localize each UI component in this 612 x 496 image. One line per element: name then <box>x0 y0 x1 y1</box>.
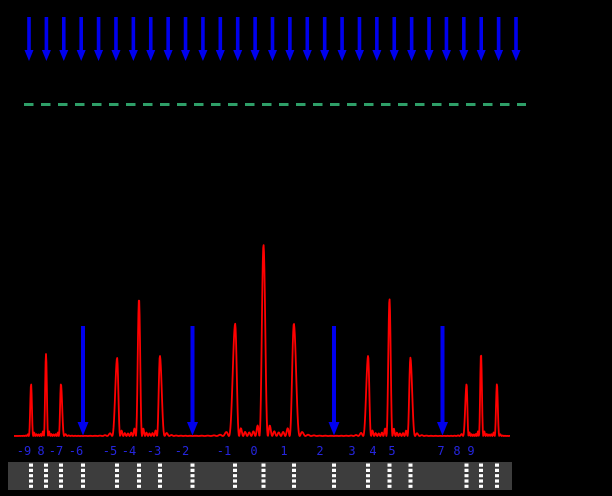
arrow-head <box>511 50 521 61</box>
arrow-head <box>41 50 51 61</box>
order-label: 3 <box>348 444 355 458</box>
plane-wave-arrow-icon <box>76 17 86 61</box>
order-label: -3 <box>147 444 161 458</box>
plane-wave-arrow-icon <box>320 17 330 61</box>
missing-order-arrow-icon <box>437 326 448 436</box>
order-label: -7 <box>49 444 63 458</box>
incident-plane-wave <box>24 17 521 61</box>
arrow-head <box>215 50 225 61</box>
arrow-head <box>146 50 156 61</box>
missing-order-arrow-icon <box>77 326 89 436</box>
arrow-head <box>285 50 295 61</box>
plane-wave-arrow-icon <box>181 17 191 61</box>
screen-bar <box>8 462 512 490</box>
order-label: -5 <box>103 444 117 458</box>
arrow-head <box>459 50 469 61</box>
arrow-head <box>111 50 121 61</box>
plane-wave-arrow-icon <box>354 17 364 61</box>
arrow-head <box>494 50 504 61</box>
arrow-head <box>389 50 399 61</box>
plane-wave-arrow-icon <box>250 17 260 61</box>
order-label: 8 <box>453 444 460 458</box>
plane-wave-arrow-icon <box>146 17 156 61</box>
arrow-head <box>181 50 191 61</box>
plane-wave-arrow-icon <box>128 17 138 61</box>
plane-wave-arrow-icon <box>441 17 451 61</box>
order-label: 9 <box>467 444 474 458</box>
arrow-head <box>187 422 198 436</box>
order-label: 5 <box>388 444 395 458</box>
plane-wave-arrow-icon <box>111 17 121 61</box>
plane-wave-arrow-icon <box>302 17 312 61</box>
plane-wave-arrow-icon <box>389 17 399 61</box>
arrow-head <box>77 422 89 436</box>
plane-wave-arrow-icon <box>163 17 173 61</box>
plane-wave-arrow-icon <box>337 17 347 61</box>
arrow-head <box>76 50 86 61</box>
screen-rect <box>8 462 512 490</box>
arrow-head <box>302 50 312 61</box>
plane-wave-arrow-icon <box>24 17 34 61</box>
arrow-head <box>59 50 69 61</box>
order-label: 0 <box>250 444 257 458</box>
arrow-head <box>407 50 417 61</box>
plane-wave-arrow-icon <box>372 17 382 61</box>
arrow-head <box>268 50 277 61</box>
plane-wave-arrow-icon <box>494 17 504 61</box>
plane-wave-arrow-icon <box>41 17 51 61</box>
order-labels: -9 8 -7 -6 -5 -4 -3 -2 -1 0 1 2 3 4 5 7 8 9 <box>17 444 475 458</box>
missing-order-arrow-icon <box>187 326 198 436</box>
arrow-head <box>476 50 486 61</box>
arrow-head <box>128 50 138 61</box>
order-label: 7 <box>437 444 444 458</box>
order-label: 8 <box>37 444 44 458</box>
plane-wave-arrow-icon <box>511 17 521 61</box>
arrow-head <box>424 50 434 61</box>
plane-wave-arrow-icon <box>476 17 486 61</box>
order-label: -6 <box>69 444 83 458</box>
arrow-head <box>354 50 364 61</box>
arrow-head <box>163 50 173 61</box>
plane-wave-arrow-icon <box>459 17 469 61</box>
plane-wave-arrow-icon <box>94 17 104 61</box>
missing-order-arrow-icon <box>328 326 340 436</box>
plane-wave-arrow-icon <box>268 17 277 61</box>
plane-wave-arrow-icon <box>59 17 69 61</box>
arrow-head <box>441 50 451 61</box>
plane-wave-arrow-icon <box>424 17 434 61</box>
plane-wave-arrow-icon <box>285 17 295 61</box>
plane-wave-arrow-icon <box>233 17 243 61</box>
order-label: -2 <box>175 444 189 458</box>
arrow-head <box>250 50 260 61</box>
arrow-head <box>94 50 104 61</box>
order-label: -9 <box>17 444 31 458</box>
order-label: -4 <box>122 444 136 458</box>
order-label: -1 <box>217 444 231 458</box>
missing-order-arrows <box>77 326 448 436</box>
order-label: 2 <box>316 444 323 458</box>
arrow-head <box>437 422 448 436</box>
order-label: 4 <box>369 444 376 458</box>
arrow-head <box>337 50 347 61</box>
plane-wave-arrow-icon <box>215 17 225 61</box>
plane-wave-arrow-icon <box>198 17 208 61</box>
arrow-head <box>233 50 243 61</box>
arrow-head <box>372 50 382 61</box>
arrow-head <box>320 50 330 61</box>
intensity-curve <box>13 244 511 437</box>
order-label: 1 <box>280 444 287 458</box>
arrow-head <box>198 50 208 61</box>
plane-wave-arrow-icon <box>407 17 417 61</box>
arrow-head <box>328 422 340 436</box>
arrow-head <box>24 50 34 61</box>
